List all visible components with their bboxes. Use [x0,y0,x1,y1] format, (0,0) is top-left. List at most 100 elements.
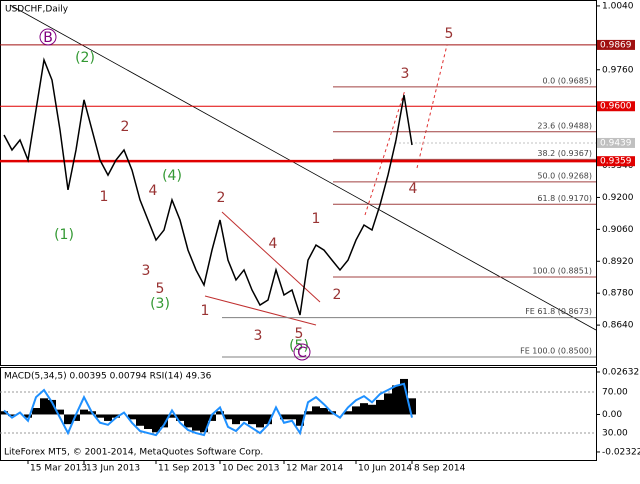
level-label: 50.0 (0.9268) [537,171,592,180]
y-tick-label: -0.02322 [602,447,640,457]
y-tick-label: 0.00 [602,410,622,420]
macd-bar [56,409,64,415]
wave-label: 5 [156,281,165,297]
macd-bar [136,414,144,426]
price-label: 0.9359 [600,157,632,167]
price-label: 0.9600 [600,102,632,112]
wave-label: (4) [162,168,182,184]
projection-line [364,89,406,216]
wave-label: 5 [295,326,304,342]
wave-label: 5 [445,26,454,42]
wave-label: 3 [142,263,151,279]
macd-bar [184,414,192,428]
indicator-title: MACD(5,34,5) 0.00395 0.00794 RSI(14) 49.… [4,372,212,382]
wave-label: 2 [333,287,342,303]
level-label: 0.0 (0.9685) [543,76,593,85]
x-tick-label: 10 Dec 2013 [222,464,280,474]
macd-bar [208,414,216,421]
x-tick-label: 15 Mar 2013 [30,464,87,474]
macd-bar [200,414,208,433]
level-label: 38.2 (0.9367) [537,149,592,158]
macd-bar [232,414,240,425]
macd-bar [264,414,272,425]
level-label: FE 100.0 (0.8500) [520,347,592,356]
macd-bar [168,414,176,418]
wave-label: 1 [312,211,321,227]
macd-bar [144,414,152,429]
macd-bar [96,414,104,418]
macd-bar [8,414,16,417]
x-tick-label: 13 Jun 2013 [86,464,140,474]
macd-bar [400,378,408,415]
macd-bar [24,414,32,418]
trend-line [9,4,597,331]
macd-bar [80,409,88,415]
macd-bar [40,398,48,415]
macd-bar [248,414,256,425]
macd-bar [104,414,112,421]
wave-label: (3) [150,296,170,312]
macd-bar [392,385,400,415]
price-label: 0.9869 [600,40,632,50]
macd-bar [384,393,392,415]
level-label: FE 61.8 (0.8673) [525,307,592,316]
wave-label: 4 [409,181,418,197]
level-label: 100.0 (0.8851) [532,266,592,275]
macd-bar [64,414,72,425]
rsi-line [3,382,413,437]
macd-bar [152,414,160,433]
macd-bar [256,414,264,428]
wave-label: 1 [201,303,210,319]
macd-bar [240,414,248,421]
price-label: 0.9439 [600,138,632,148]
y-tick-label: 0.8780 [602,289,634,299]
price-line [3,57,413,316]
macd-bar [408,398,416,415]
wave-label: B [43,30,53,46]
macd-bar [360,403,368,415]
x-tick-label: 8 Sep 2014 [414,464,466,474]
channel-line [204,295,317,326]
macd-bar [0,411,8,415]
wave-label: 3 [401,66,410,82]
wave-circle [39,28,57,46]
macd-bar [344,411,352,415]
macd-bar [112,414,120,418]
chart-title: USDCHF,Daily [5,5,69,15]
wave-label: 2 [121,119,130,135]
y-tick-label: 0.02632 [602,367,639,377]
wave-label: 3 [254,328,263,344]
wave-label: (2) [75,50,95,66]
y2-tick-label: 30.00 [602,429,628,439]
price-box [597,39,635,50]
y-tick-label: 0.9060 [602,225,634,235]
y-tick-label: 0.9760 [602,65,634,75]
wave-label: 4 [149,183,158,199]
main-panel [0,0,597,366]
macd-bar [376,399,384,415]
macd-bar [288,414,296,420]
macd-bar [176,414,184,421]
level-label: 23.6 (0.9488) [537,121,592,130]
level-label: 61.8 (0.9170) [537,194,592,203]
wave-label: (1) [54,227,74,243]
macd-bar [304,411,312,415]
wave-label: 1 [100,189,109,205]
price-box [597,137,635,148]
y2-tick-label: 70.00 [602,388,628,398]
wave-label: 4 [269,236,278,252]
macd-bar [48,399,56,415]
wave-label: C [297,345,307,361]
macd-bar [312,406,320,415]
y-tick-label: 0.9200 [602,193,634,203]
macd-bar [72,414,80,421]
macd-bar [224,414,232,420]
x-tick-label: 11 Sep 2013 [158,464,215,474]
wave-circle [293,343,311,361]
macd-bar [216,411,224,415]
wave-label: 2 [217,190,226,206]
macd-bar [32,408,40,415]
macd-bar [352,406,360,415]
macd-bar [296,414,304,426]
